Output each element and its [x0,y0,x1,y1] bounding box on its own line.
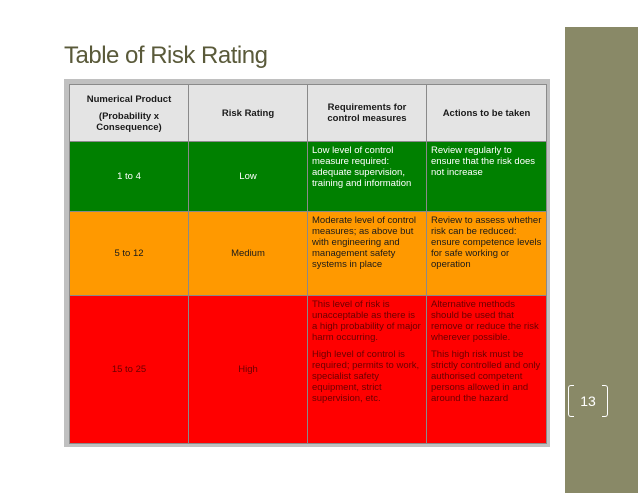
left-bracket-icon [568,385,574,417]
cell-requirements: Moderate level of control measures; as a… [307,211,427,296]
requirements-text: Moderate level of control measures; as a… [312,215,417,270]
header-actions: Actions to be taken [426,84,547,142]
slide-sidebar [565,27,638,493]
table-row-medium: 5 to 12 Medium Moderate level of control… [69,211,547,296]
risk-rating-table: Numerical Product (Probability x Consequ… [69,84,547,444]
risk-table-frame: Numerical Product (Probability x Consequ… [64,79,550,447]
actions-text: Review regularly to ensure that the risk… [431,145,536,178]
actions-text: Review to assess whether risk can be red… [431,215,542,270]
cell-requirements: This level of risk is unacceptable as th… [307,295,427,444]
cell-rating: High [188,295,308,444]
cell-rating: Low [188,141,308,212]
header-requirements: Requirements for control measures [307,84,427,142]
table-row-high: 15 to 25 High This level of risk is unac… [69,295,547,444]
actions-text: This high risk must be strictly controll… [431,349,541,404]
page-number: 13 [568,385,608,417]
cell-range: 15 to 25 [69,295,189,444]
table-row-low: 1 to 4 Low Low level of control measure … [69,141,547,212]
slide-title: Table of Risk Rating [64,42,268,69]
requirements-text: This level of risk is unacceptable as th… [312,299,421,343]
header-numerical-product: Numerical Product (Probability x Consequ… [69,84,189,142]
table-header-row: Numerical Product (Probability x Consequ… [69,84,547,142]
cell-range: 5 to 12 [69,211,189,296]
cell-rating: Medium [188,211,308,296]
cell-range: 1 to 4 [69,141,189,212]
page-number-label: 13 [580,393,596,409]
requirements-text: Low level of control measure required: a… [312,145,412,189]
right-bracket-icon [602,385,608,417]
cell-actions: Review to assess whether risk can be red… [426,211,547,296]
header-numerical-line1: Numerical Product [86,93,172,105]
header-numerical-line2: (Probability x Consequence) [96,110,162,133]
cell-requirements: Low level of control measure required: a… [307,141,427,212]
actions-text: Alternative methods should be used that … [431,299,539,343]
requirements-text: High level of control is required; permi… [312,349,420,404]
header-risk-rating: Risk Rating [188,84,308,142]
cell-actions: Review regularly to ensure that the risk… [426,141,547,212]
cell-actions: Alternative methods should be used that … [426,295,547,444]
